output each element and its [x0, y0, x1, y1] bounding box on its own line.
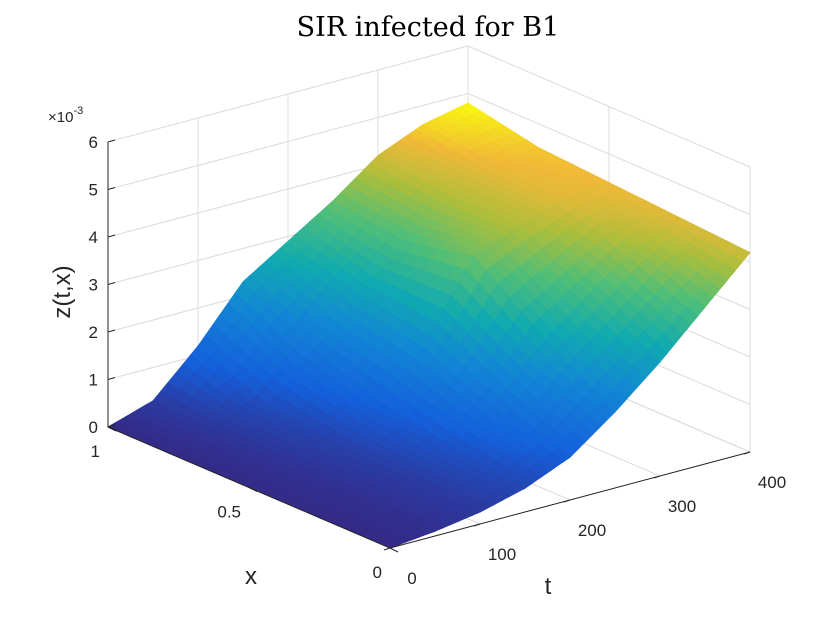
z-tick-label: 2 [89, 323, 98, 342]
t-tick-label: 0 [407, 569, 416, 588]
z-tick [107, 139, 116, 143]
z-axis-label: z(t,x) [49, 265, 76, 318]
t-tick-label: 300 [668, 497, 696, 516]
z-tick-label: 6 [89, 133, 98, 152]
z-tick-label: 3 [89, 276, 98, 295]
z-tick [107, 187, 116, 190]
grid-line [467, 45, 751, 168]
grid-line [467, 93, 751, 215]
z-tick [107, 282, 116, 285]
z-tick [107, 329, 116, 333]
x-axis-label: x [245, 563, 257, 590]
grid-line [107, 45, 469, 143]
z-tick [107, 424, 116, 428]
z-tick [107, 377, 116, 380]
z-multiplier-base: ×10 [48, 109, 73, 126]
t-tick-label: 200 [578, 521, 606, 540]
z-tick-label: 4 [89, 228, 98, 247]
t-tick [563, 499, 571, 503]
t-tick [473, 523, 481, 527]
z-tick-label: 0 [89, 418, 98, 437]
t-tick [653, 475, 661, 479]
t-tick-label: 400 [758, 473, 786, 492]
x-tick-label: 0 [373, 563, 382, 582]
t-tick [383, 547, 391, 551]
z-multiplier: ×10-3 [48, 105, 83, 126]
x-tick [107, 426, 117, 432]
z-multiplier-exp: -3 [73, 105, 83, 117]
surface-layer [107, 102, 751, 549]
z-tick [107, 234, 116, 238]
x-tick [389, 547, 399, 553]
t-tick-label: 100 [488, 545, 516, 564]
z-tick-label: 1 [89, 371, 98, 390]
chart-title: SIR infected for B1 [297, 12, 560, 43]
t-tick [743, 451, 751, 455]
t-axis-label: t [545, 573, 552, 600]
grid-line [107, 93, 469, 190]
label-layer: t x z(t,x) ×10-3 [48, 105, 552, 600]
axis-layer: 0 100 200 300 400 0 0.5 1 0 1 2 3 4 5 6 [89, 133, 787, 588]
x-tick-label: 0.5 [217, 503, 241, 522]
z-tick-label: 5 [89, 181, 98, 200]
x-tick-label: 1 [91, 442, 100, 461]
x-tick [248, 487, 258, 492]
